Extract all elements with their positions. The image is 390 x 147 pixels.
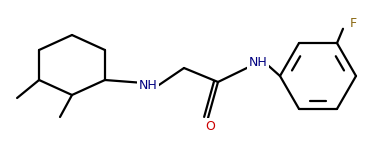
Text: NH: NH — [138, 78, 158, 91]
Text: O: O — [205, 120, 215, 132]
Text: NH: NH — [249, 56, 268, 69]
Text: F: F — [349, 17, 356, 30]
